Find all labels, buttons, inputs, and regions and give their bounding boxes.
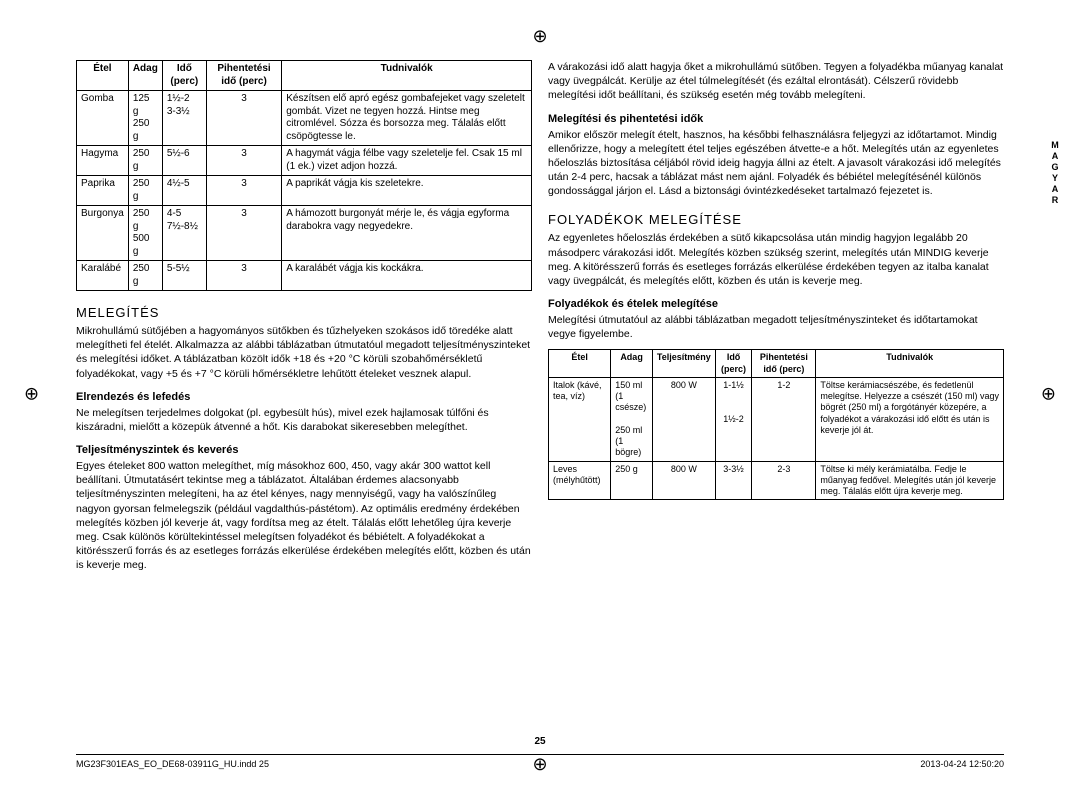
table-row: Paprika250 g4½-53A paprikát vágja kis sz… bbox=[77, 176, 532, 206]
table-cell: Leves (mélyhűtött) bbox=[549, 461, 611, 500]
cooking-table: Étel Adag Idő (perc) Pihentetési idő (pe… bbox=[76, 60, 532, 291]
table-row: Hagyma250 g5½-63A hagymát vágja félbe va… bbox=[77, 146, 532, 176]
heading-teljesitmeny: Teljesítményszintek és keverés bbox=[76, 444, 532, 456]
table-cell: 4½-5 bbox=[162, 176, 206, 206]
table-cell: Töltse kerámiacsészébe, és fedetlenül me… bbox=[816, 377, 1004, 461]
footer-line: MG23F301EAS_EO_DE68-03911G_HU.indd 25 20… bbox=[76, 754, 1004, 769]
table-cell: 1½-2 3-3½ bbox=[162, 91, 206, 146]
heading-folyadekok: FOLYADÉKOK MELEGÍTÉSE bbox=[548, 212, 1004, 227]
table-cell: 250 g bbox=[128, 261, 162, 291]
table-cell: Italok (kávé, tea, víz) bbox=[549, 377, 611, 461]
para-melegpih: Amikor először melegít ételt, hasznos, h… bbox=[548, 128, 1004, 199]
table-row: Burgonya250 g 500 g4-5 7½-8½3A hámozott … bbox=[77, 206, 532, 261]
th2-etel: Étel bbox=[549, 350, 611, 378]
table-cell: 800 W bbox=[652, 377, 715, 461]
th2-ido: Idő (perc) bbox=[715, 350, 752, 378]
cooking-table-body: Gomba125 g 250 g1½-2 3-3½3Készítsen elő … bbox=[77, 91, 532, 291]
table-cell: 800 W bbox=[652, 461, 715, 500]
para-folyetelek: Melegítési útmutatóul az alábbi táblázat… bbox=[548, 313, 1004, 341]
heading-melegpih: Melegítési és pihentetési idők bbox=[548, 113, 1004, 125]
th-adag: Adag bbox=[128, 61, 162, 91]
table-cell: A karalábét vágja kis kockákra. bbox=[282, 261, 532, 291]
table-cell: 250 g 500 g bbox=[128, 206, 162, 261]
liquids-table-body: Italok (kávé, tea, víz)150 ml (1 csésze)… bbox=[549, 377, 1004, 500]
th2-telj: Teljesítmény bbox=[652, 350, 715, 378]
th2-tudni: Tudnivalók bbox=[816, 350, 1004, 378]
table-cell: 5-5½ bbox=[162, 261, 206, 291]
table-cell: Paprika bbox=[77, 176, 129, 206]
th2-pih: Pihentetési idő (perc) bbox=[752, 350, 816, 378]
th-pih: Pihentetési idő (perc) bbox=[206, 61, 281, 91]
table-cell: Töltse ki mély kerámiatálba. Fedje le mű… bbox=[816, 461, 1004, 500]
table-cell: 3-3½ bbox=[715, 461, 752, 500]
table-cell: 250 g bbox=[128, 176, 162, 206]
table-cell: Készítsen elő apró egész gombafejeket va… bbox=[282, 91, 532, 146]
crop-mark-left: ⊕ bbox=[24, 383, 39, 404]
table-cell: Karalábé bbox=[77, 261, 129, 291]
para-varakozasi: A várakozási idő alatt hagyja őket a mik… bbox=[548, 60, 1004, 103]
table-row: Italok (kávé, tea, víz)150 ml (1 csésze)… bbox=[549, 377, 1004, 461]
table-cell: Burgonya bbox=[77, 206, 129, 261]
table-cell: 1-1½ 1½-2 bbox=[715, 377, 752, 461]
table-cell: 1-2 bbox=[752, 377, 816, 461]
th-tudni: Tudnivalók bbox=[282, 61, 532, 91]
para-folyadekok: Az egyenletes hőeloszlás érdekében a süt… bbox=[548, 231, 1004, 288]
table-cell: Hagyma bbox=[77, 146, 129, 176]
table-cell: 250 g bbox=[128, 146, 162, 176]
language-tab: MAGYAR bbox=[1050, 140, 1060, 206]
table-cell: 250 g bbox=[611, 461, 653, 500]
right-column: A várakozási idő alatt hagyja őket a mik… bbox=[548, 60, 1004, 720]
table-cell: 3 bbox=[206, 146, 281, 176]
table-row: Gomba125 g 250 g1½-2 3-3½3Készítsen elő … bbox=[77, 91, 532, 146]
para-elrendezes: Ne melegítsen terjedelmes dolgokat (pl. … bbox=[76, 406, 532, 434]
table-cell: A hagymát vágja félbe vagy szeletelje fe… bbox=[282, 146, 532, 176]
th-ido: Idő (perc) bbox=[162, 61, 206, 91]
heading-folyetelek: Folyadékok és ételek melegítése bbox=[548, 298, 1004, 310]
th-etel: Étel bbox=[77, 61, 129, 91]
table-row: Leves (mélyhűtött)250 g800 W3-3½2-3Tölts… bbox=[549, 461, 1004, 500]
page-number: 25 bbox=[0, 736, 1080, 747]
liquids-table: Étel Adag Teljesítmény Idő (perc) Pihent… bbox=[548, 349, 1004, 500]
page-content: Étel Adag Idő (perc) Pihentetési idő (pe… bbox=[76, 60, 1004, 720]
table-row: Karalábé250 g5-5½3A karalábét vágja kis … bbox=[77, 261, 532, 291]
th2-adag: Adag bbox=[611, 350, 653, 378]
table-cell: A hámozott burgonyát mérje le, és vágja … bbox=[282, 206, 532, 261]
heading-melegites: MELEGÍTÉS bbox=[76, 305, 532, 320]
table-cell: 4-5 7½-8½ bbox=[162, 206, 206, 261]
table-cell: Gomba bbox=[77, 91, 129, 146]
table-cell: 3 bbox=[206, 176, 281, 206]
para-teljesitmeny: Egyes ételeket 800 watton melegíthet, mí… bbox=[76, 459, 532, 572]
crop-mark-right: ⊕ bbox=[1041, 383, 1056, 404]
table-cell: 3 bbox=[206, 206, 281, 261]
footer-timestamp: 2013-04-24 12:50:20 bbox=[920, 759, 1004, 769]
table-cell: 3 bbox=[206, 91, 281, 146]
heading-elrendezes: Elrendezés és lefedés bbox=[76, 391, 532, 403]
crop-mark-top: ⊕ bbox=[532, 26, 547, 47]
para-melegites: Mikrohullámú sütőjében a hagyományos süt… bbox=[76, 324, 532, 381]
table-cell: 2-3 bbox=[752, 461, 816, 500]
footer-filename: MG23F301EAS_EO_DE68-03911G_HU.indd 25 bbox=[76, 759, 269, 769]
table-cell: 5½-6 bbox=[162, 146, 206, 176]
table-cell: A paprikát vágja kis szeletekre. bbox=[282, 176, 532, 206]
table-cell: 125 g 250 g bbox=[128, 91, 162, 146]
left-column: Étel Adag Idő (perc) Pihentetési idő (pe… bbox=[76, 60, 532, 720]
table-cell: 150 ml (1 csésze) 250 ml (1 bögre) bbox=[611, 377, 653, 461]
table-cell: 3 bbox=[206, 261, 281, 291]
